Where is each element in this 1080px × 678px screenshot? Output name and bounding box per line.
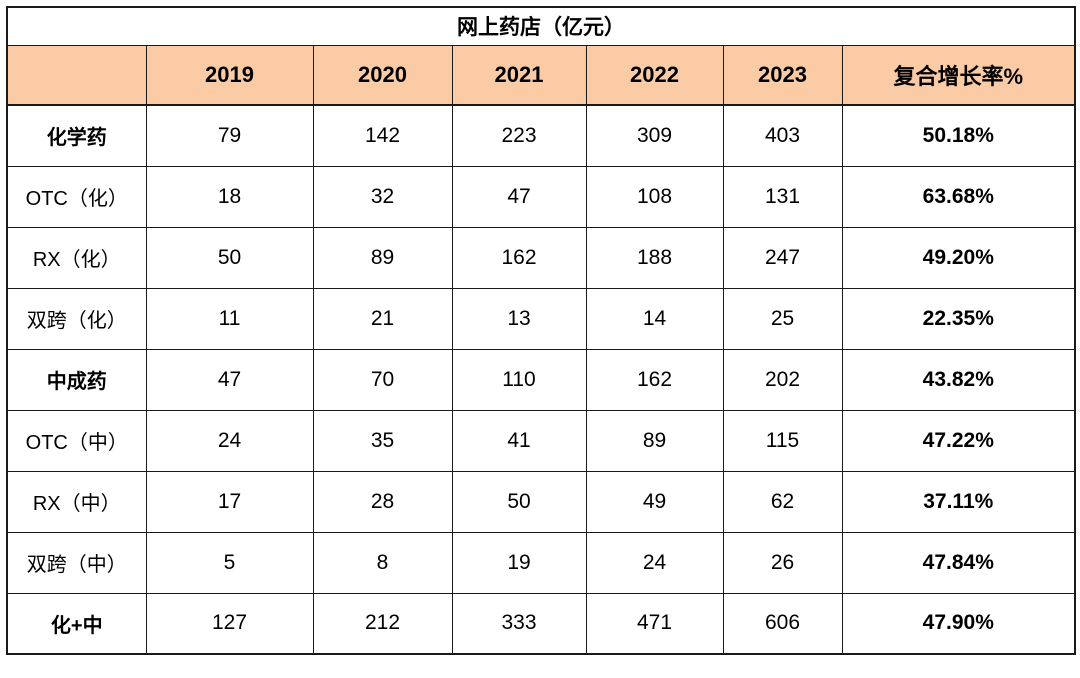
value-cell: 127 (145, 592, 314, 655)
year-header: 2022 (585, 44, 724, 106)
table-row: 中成药 47 70 110 162 202 43.82% (6, 348, 1076, 411)
table-row: RX（化） 50 89 162 188 247 49.20% (6, 226, 1076, 289)
value-cell: 47 (451, 165, 587, 228)
table-row: RX（中） 17 28 50 49 62 37.11% (6, 470, 1076, 533)
value-cell: 89 (585, 409, 724, 472)
value-cell: 188 (585, 226, 724, 289)
table-row: OTC（中） 24 35 41 89 115 47.22% (6, 409, 1076, 472)
value-cell: 108 (585, 165, 724, 228)
table-row: OTC（化） 18 32 47 108 131 63.68% (6, 165, 1076, 228)
table-row: 化+中 127 212 333 471 606 47.90% (6, 592, 1076, 655)
value-cell: 333 (451, 592, 587, 655)
cagr-cell: 47.90% (841, 592, 1076, 655)
row-label: RX（化） (6, 226, 147, 289)
value-cell: 162 (451, 226, 587, 289)
value-cell: 223 (451, 104, 587, 167)
cagr-cell: 50.18% (841, 104, 1076, 167)
cagr-cell: 22.35% (841, 287, 1076, 350)
value-cell: 25 (722, 287, 843, 350)
cagr-cell: 47.22% (841, 409, 1076, 472)
value-cell: 26 (722, 531, 843, 594)
value-cell: 202 (722, 348, 843, 411)
year-header: 2020 (312, 44, 453, 106)
value-cell: 110 (451, 348, 587, 411)
value-cell: 28 (312, 470, 453, 533)
value-cell: 70 (312, 348, 453, 411)
row-label: 双跨（化） (6, 287, 147, 350)
value-cell: 162 (585, 348, 724, 411)
value-cell: 212 (312, 592, 453, 655)
value-cell: 47 (145, 348, 314, 411)
value-cell: 8 (312, 531, 453, 594)
year-header: 2023 (722, 44, 843, 106)
corner-cell (6, 44, 147, 106)
table-title: 网上药店（亿元） (6, 6, 1076, 46)
row-label: RX（中） (6, 470, 147, 533)
value-cell: 49 (585, 470, 724, 533)
value-cell: 24 (585, 531, 724, 594)
value-cell: 403 (722, 104, 843, 167)
value-cell: 62 (722, 470, 843, 533)
online-pharmacy-table: 网上药店（亿元） 2019 2020 2021 2022 2023 复合增长率% 化学药 7… (6, 6, 1077, 655)
table-row: 双跨（化） 11 21 13 14 25 22.35% (6, 287, 1076, 350)
row-label: 中成药 (6, 348, 147, 411)
value-cell: 471 (585, 592, 724, 655)
cagr-cell: 43.82% (841, 348, 1076, 411)
value-cell: 18 (145, 165, 314, 228)
row-label: 化学药 (6, 104, 147, 167)
value-cell: 11 (145, 287, 314, 350)
value-cell: 19 (451, 531, 587, 594)
table-title-row: 网上药店（亿元） (6, 6, 1076, 46)
value-cell: 5 (145, 531, 314, 594)
value-cell: 89 (312, 226, 453, 289)
table-row: 化学药 79 142 223 309 403 50.18% (6, 104, 1076, 167)
value-cell: 247 (722, 226, 843, 289)
value-cell: 50 (145, 226, 314, 289)
value-cell: 35 (312, 409, 453, 472)
cagr-cell: 63.68% (841, 165, 1076, 228)
year-header: 2019 (145, 44, 314, 106)
value-cell: 50 (451, 470, 587, 533)
value-cell: 115 (722, 409, 843, 472)
table-header-row: 2019 2020 2021 2022 2023 复合增长率% (6, 44, 1076, 106)
value-cell: 309 (585, 104, 724, 167)
value-cell: 142 (312, 104, 453, 167)
value-cell: 79 (145, 104, 314, 167)
value-cell: 606 (722, 592, 843, 655)
value-cell: 32 (312, 165, 453, 228)
value-cell: 14 (585, 287, 724, 350)
cagr-header: 复合增长率% (841, 44, 1076, 106)
cagr-cell: 49.20% (841, 226, 1076, 289)
cagr-cell: 47.84% (841, 531, 1076, 594)
value-cell: 131 (722, 165, 843, 228)
row-label: OTC（化） (6, 165, 147, 228)
value-cell: 41 (451, 409, 587, 472)
value-cell: 21 (312, 287, 453, 350)
value-cell: 13 (451, 287, 587, 350)
year-header: 2021 (451, 44, 587, 106)
row-label: OTC（中） (6, 409, 147, 472)
row-label: 双跨（中） (6, 531, 147, 594)
value-cell: 17 (145, 470, 314, 533)
value-cell: 24 (145, 409, 314, 472)
table-row: 双跨（中） 5 8 19 24 26 47.84% (6, 531, 1076, 594)
cagr-cell: 37.11% (841, 470, 1076, 533)
row-label: 化+中 (6, 592, 147, 655)
